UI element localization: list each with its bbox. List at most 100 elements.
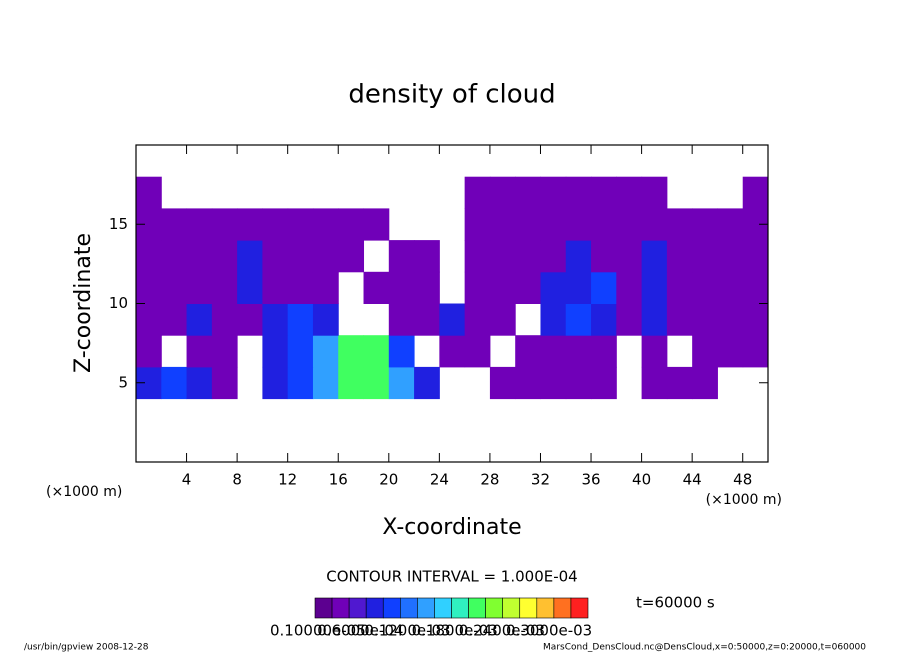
cell	[312, 208, 339, 241]
cell	[414, 366, 440, 400]
cell	[692, 208, 718, 241]
cell	[742, 335, 769, 368]
cell	[742, 176, 769, 209]
colorbar-label: 0.6000e-04	[317, 622, 403, 640]
cell	[540, 335, 567, 368]
cell	[287, 271, 314, 304]
colorbar-label: 0.1200e-03	[364, 622, 450, 640]
colorbar-box	[348, 597, 367, 619]
x-tick-label: 16	[329, 471, 348, 489]
cell	[439, 335, 466, 368]
cell	[211, 366, 238, 400]
cell	[136, 176, 162, 209]
cell	[591, 240, 617, 273]
cell	[237, 208, 263, 241]
cell	[363, 335, 390, 368]
cell	[565, 271, 592, 304]
cell	[489, 303, 516, 336]
cell	[540, 208, 567, 241]
cell	[742, 303, 769, 336]
cell	[692, 335, 718, 368]
chart-title: density of cloud	[348, 80, 555, 110]
cell	[540, 303, 567, 336]
cell	[540, 176, 567, 209]
y-tick-label: 10	[109, 294, 128, 312]
cell	[515, 366, 541, 400]
x-tick-label: 28	[480, 471, 499, 489]
x-tick-label: 4	[182, 471, 192, 489]
colorbar-box	[570, 597, 589, 619]
cell	[540, 240, 567, 273]
cell	[464, 335, 491, 368]
x-tick-label: 20	[379, 471, 398, 489]
colorbar-label: 0.1800e-03	[412, 622, 498, 640]
x-tick-label: 48	[733, 471, 752, 489]
cell	[540, 366, 567, 400]
cell	[363, 271, 390, 304]
y-axis-label: Z-coordinate	[71, 233, 96, 373]
cell	[262, 335, 289, 368]
cell	[717, 303, 744, 336]
colorbar-box	[553, 597, 572, 619]
x-tick-label: 36	[581, 471, 600, 489]
colorbar-label: 0.2400e-03	[459, 622, 545, 640]
cell	[388, 366, 415, 400]
cell	[515, 240, 541, 273]
cell	[237, 240, 263, 273]
cell	[237, 271, 263, 304]
cell	[616, 240, 643, 273]
cell	[186, 303, 213, 336]
cell	[464, 240, 491, 273]
cell	[591, 208, 617, 241]
colorbar-box	[314, 597, 333, 619]
cell	[565, 335, 592, 368]
cell	[211, 303, 238, 336]
cell	[211, 208, 238, 241]
cell	[414, 271, 440, 304]
colorbar-box	[502, 597, 521, 619]
cell	[312, 240, 339, 273]
cell	[565, 240, 592, 273]
footer-left: /usr/bin/gpview 2008-12-28	[24, 643, 149, 653]
cell	[464, 303, 491, 336]
cell	[262, 271, 289, 304]
cell	[186, 271, 213, 304]
cell	[742, 271, 769, 304]
colorbar-box	[485, 597, 503, 619]
cell	[641, 176, 668, 209]
cell	[161, 271, 188, 304]
cell	[692, 303, 718, 336]
cell	[338, 208, 365, 241]
cell	[287, 303, 314, 336]
cell	[312, 271, 339, 304]
cell	[489, 271, 516, 304]
cell	[641, 303, 668, 336]
cell	[616, 176, 643, 209]
cell	[666, 271, 693, 304]
cell	[666, 366, 693, 400]
colorbar-box	[382, 597, 401, 619]
cell	[388, 271, 415, 304]
cell	[439, 303, 466, 336]
colorbar-label: 0.10000e-05	[270, 622, 366, 640]
cell	[287, 208, 314, 241]
cell	[161, 366, 188, 400]
colorbar-box	[468, 597, 486, 619]
cell	[591, 366, 617, 400]
colorbar-box	[365, 597, 384, 619]
cell	[666, 240, 693, 273]
cell	[312, 366, 339, 400]
cell	[186, 240, 213, 273]
footer-right: MarsCond_DensCloud.nc@DensCloud,x=0:5000…	[543, 643, 866, 653]
cell	[161, 240, 188, 273]
cell	[540, 271, 567, 304]
cell	[591, 303, 617, 336]
colorbar-box	[400, 597, 418, 619]
cell	[312, 335, 339, 368]
x-tick-label: 12	[278, 471, 297, 489]
cell	[616, 271, 643, 304]
contour-interval: CONTOUR INTERVAL = 1.000E-04	[326, 568, 577, 586]
x-unit-label: (×1000 m)	[706, 492, 782, 508]
cell	[388, 240, 415, 273]
y-tick-label: 5	[118, 373, 128, 391]
